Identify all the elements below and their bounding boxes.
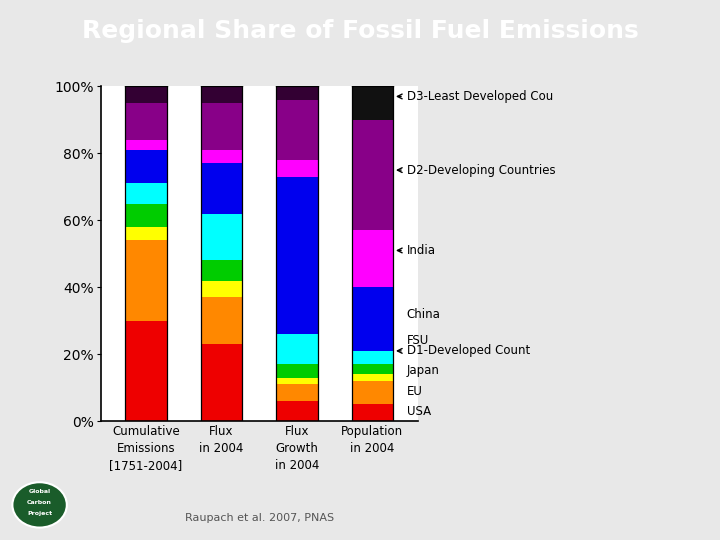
Bar bbox=[201, 298, 242, 344]
Bar bbox=[201, 164, 242, 214]
Bar bbox=[276, 160, 318, 177]
Bar bbox=[276, 364, 318, 377]
Bar bbox=[351, 120, 393, 231]
Bar bbox=[351, 86, 393, 120]
Bar bbox=[351, 364, 393, 374]
Text: FSU: FSU bbox=[407, 334, 429, 347]
Bar bbox=[351, 287, 393, 351]
Bar bbox=[276, 177, 318, 334]
Bar bbox=[201, 103, 242, 150]
Text: Regional Share of Fossil Fuel Emissions: Regional Share of Fossil Fuel Emissions bbox=[81, 19, 639, 43]
Bar bbox=[125, 103, 167, 140]
Text: Global: Global bbox=[29, 489, 50, 494]
Bar bbox=[276, 86, 318, 100]
Bar bbox=[125, 150, 167, 184]
Bar bbox=[351, 351, 393, 364]
Bar bbox=[276, 384, 318, 401]
Bar bbox=[125, 184, 167, 204]
Bar bbox=[276, 401, 318, 421]
Bar bbox=[201, 86, 242, 103]
Text: India: India bbox=[397, 244, 436, 257]
Bar bbox=[351, 231, 393, 287]
Text: D2-Developing Countries: D2-Developing Countries bbox=[397, 164, 555, 177]
Bar bbox=[201, 344, 242, 421]
Bar bbox=[351, 381, 393, 404]
Bar bbox=[125, 240, 167, 321]
Text: D1-Developed Count: D1-Developed Count bbox=[397, 345, 530, 357]
Text: USA: USA bbox=[407, 404, 431, 417]
Text: Carbon: Carbon bbox=[27, 500, 52, 505]
Text: Japan: Japan bbox=[407, 364, 439, 377]
Bar bbox=[201, 214, 242, 260]
Bar bbox=[125, 321, 167, 421]
Bar bbox=[125, 227, 167, 240]
Bar bbox=[201, 260, 242, 281]
Bar bbox=[351, 404, 393, 421]
Bar bbox=[276, 377, 318, 384]
Text: Project: Project bbox=[27, 510, 52, 516]
Bar bbox=[351, 374, 393, 381]
Text: China: China bbox=[407, 308, 441, 321]
Text: D3-Least Developed Cou: D3-Least Developed Cou bbox=[397, 90, 553, 103]
Bar bbox=[201, 281, 242, 298]
Bar bbox=[276, 334, 318, 364]
Bar bbox=[201, 150, 242, 164]
Bar bbox=[125, 140, 167, 150]
Bar bbox=[125, 86, 167, 103]
Circle shape bbox=[12, 482, 67, 528]
Bar bbox=[125, 204, 167, 227]
Bar bbox=[276, 100, 318, 160]
Text: Raupach et al. 2007, PNAS: Raupach et al. 2007, PNAS bbox=[184, 514, 334, 523]
Text: EU: EU bbox=[407, 384, 423, 397]
